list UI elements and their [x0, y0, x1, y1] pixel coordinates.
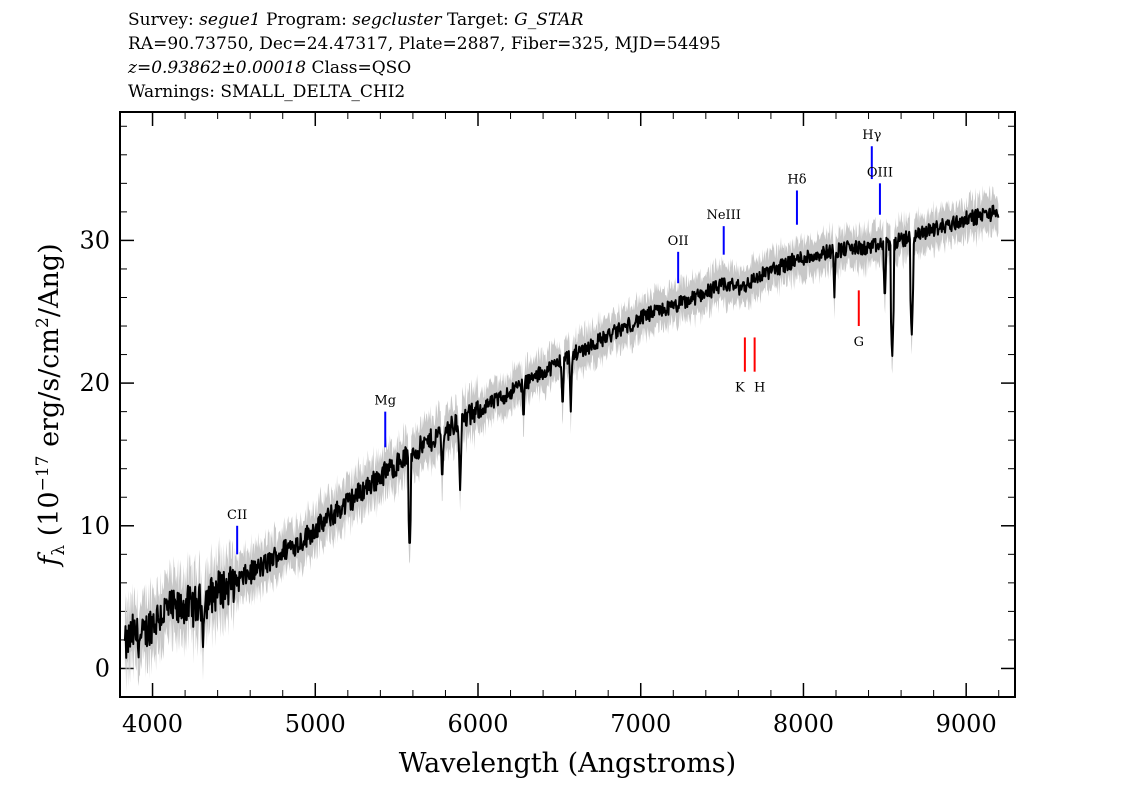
x-tick-label: 7000	[610, 710, 671, 738]
program-label: Program:	[260, 10, 353, 30]
header-survey-line: Survey: segue1 Program: segcluster Targe…	[128, 8, 721, 32]
header-redshift-line: z=0.93862±0.00018 Class=QSO	[128, 56, 721, 80]
y-tick-label: 0	[95, 654, 110, 682]
y-label-exp2: 2	[33, 317, 53, 328]
ticks-layer: 4000 5000 6000 7000 8000 9000 0 10 20 30	[79, 112, 1015, 738]
header-coordinates-line: RA=90.73750, Dec=24.47317, Plate=2887, F…	[128, 34, 721, 54]
class-value: Class=QSO	[306, 58, 412, 78]
line-marker-label-k: K	[735, 381, 745, 396]
line-marker-label-g: G	[854, 335, 864, 350]
line-marker-label-cii: CII	[227, 508, 247, 523]
y-label-mid: erg/s/cm	[34, 328, 65, 456]
y-label-f: f	[34, 552, 65, 568]
y-tick-label: 10	[79, 512, 110, 540]
flux-line	[123, 204, 1000, 659]
survey-value: segue1	[199, 10, 261, 30]
line-marker-label-mg: Mg	[374, 394, 396, 409]
x-tick-label: 6000	[447, 710, 508, 738]
y-label-close: /Ang)	[34, 243, 65, 317]
error-band	[124, 185, 999, 692]
line-marker-label-oiii: OIII	[867, 165, 893, 180]
line-marker-label-oii: OII	[668, 234, 689, 249]
y-label-sub: λ	[49, 545, 69, 556]
spectrum-header: Survey: segue1 Program: segcluster Targe…	[128, 8, 721, 104]
redshift-value: z=0.93862±0.00018	[128, 58, 307, 78]
program-value: segcluster	[352, 10, 442, 30]
x-tick-label: 8000	[773, 710, 834, 738]
line-marker-label-hδ: Hδ	[787, 172, 806, 187]
y-tick-label: 30	[79, 226, 110, 254]
target-label: Target:	[441, 10, 515, 30]
error-band-area	[124, 185, 999, 692]
y-label-open: (10	[34, 491, 65, 544]
header-warnings-line: Warnings: SMALL_DELTA_CHI2	[128, 82, 406, 102]
flux-series	[123, 204, 1000, 659]
line-marker-label-hγ: Hγ	[862, 128, 881, 143]
x-tick-label: 4000	[122, 710, 183, 738]
survey-label: Survey:	[128, 10, 200, 30]
x-tick-label: 5000	[285, 710, 346, 738]
x-axis-label: Wavelength (Angstroms)	[399, 748, 736, 779]
line-markers: CII Mg OII NeIII Hδ Hγ OIII K H G	[227, 128, 893, 555]
y-axis-label: fλ (10−17 erg/s/cm2/Ang)	[33, 243, 69, 567]
line-marker-label-neiii: NeIII	[706, 208, 740, 223]
target-value: G_STAR	[514, 10, 584, 30]
y-tick-label: 20	[79, 369, 110, 397]
y-label-exp: −17	[33, 456, 53, 492]
x-tick-label: 9000	[936, 710, 997, 738]
plot-frame	[119, 111, 1016, 698]
line-marker-label-h: H	[754, 381, 765, 396]
